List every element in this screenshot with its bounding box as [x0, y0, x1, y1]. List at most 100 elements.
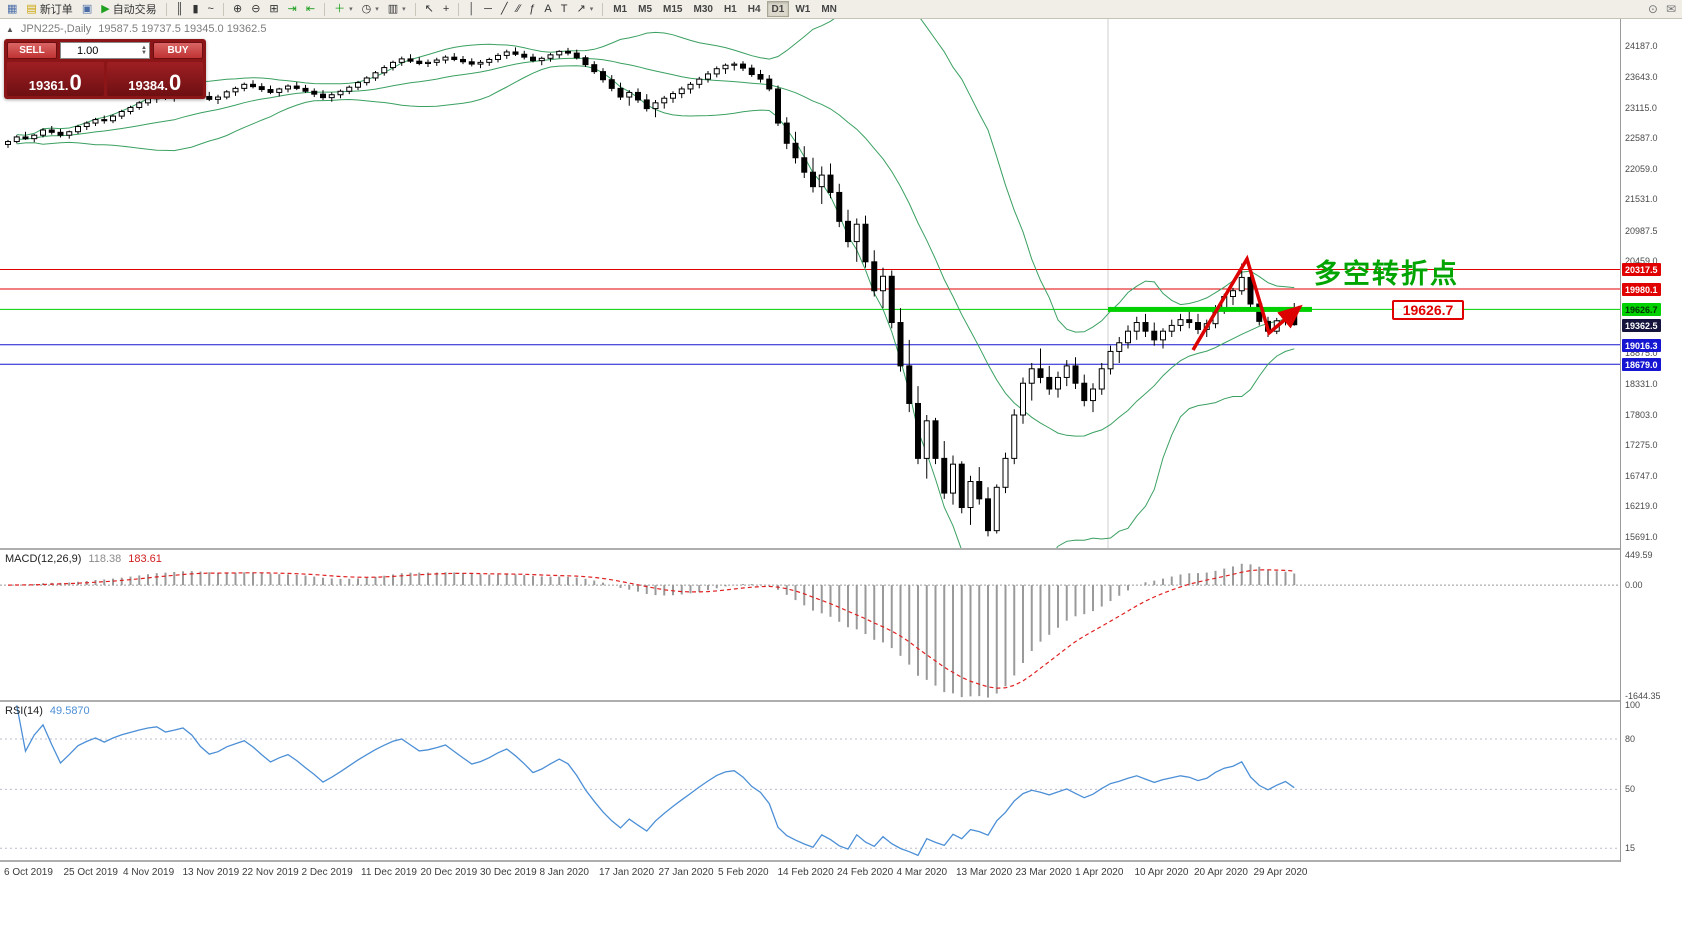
price-scale[interactable]: 24187.0 23643.0 23115.0 22587.0 22059.0 21531… [1620, 19, 1682, 862]
periods-button[interactable]: ◷ ▾ [358, 1, 383, 18]
macd-canvas[interactable] [0, 550, 1620, 700]
rsi-value: 49.5870 [49, 705, 90, 717]
chevron-down-icon: ▾ [375, 6, 379, 13]
arrows-icon: ↗ [576, 2, 586, 15]
bar-chart-icon: ║ [175, 2, 184, 15]
date-label: 24 Feb 2020 [837, 867, 894, 878]
date-label: 27 Jan 2020 [658, 867, 714, 878]
price-line-label: 19362.5 [1622, 318, 1661, 332]
buy-price-big-digit: 0 [169, 70, 182, 96]
symbol-period-label: JPN225-,Daily [20, 23, 92, 35]
support-thick-line[interactable] [1108, 306, 1312, 312]
fibonacci-icon: ƒ [529, 2, 536, 15]
text-button[interactable]: A [540, 1, 555, 18]
date-label: 30 Dec 2019 [480, 867, 537, 878]
zoom-in-icon: ⊕ [232, 2, 243, 15]
timeframe-m15-button[interactable]: M15 [658, 1, 687, 17]
rsi-scale-label: 80 [1625, 733, 1636, 744]
date-label: 11 Dec 2019 [361, 867, 417, 878]
buy-price[interactable]: 19384. 0 [106, 62, 203, 96]
sell-button[interactable]: SELL [7, 42, 57, 59]
date-label: 23 Mar 2020 [1015, 867, 1072, 878]
rsi-canvas[interactable] [0, 702, 1620, 860]
volume-input[interactable]: 1.00 ▲ ▼ [60, 42, 150, 59]
chat-icon[interactable]: ✉ [1665, 2, 1676, 16]
tile-windows-button[interactable]: ⊞ [265, 1, 282, 18]
timeframe-w1-button[interactable]: W1 [790, 1, 815, 17]
price-tick: 18331.0 [1625, 379, 1658, 390]
pane-separator[interactable] [0, 700, 1682, 702]
price-tick: 21531.0 [1625, 194, 1658, 205]
line-chart-button[interactable]: ~ [204, 1, 218, 18]
text-icon: A [544, 2, 552, 15]
toolbar-separator [458, 2, 460, 16]
rsi-scale-label: 50 [1625, 784, 1636, 795]
timeframe-h1-button[interactable]: H1 [719, 1, 742, 17]
templates-button[interactable]: ▥ ▾ [384, 1, 410, 18]
crosshair-button[interactable]: + [439, 1, 453, 18]
indicators-button[interactable]: ＋ ▾ [330, 1, 357, 18]
trend-arrow[interactable] [1191, 254, 1303, 351]
buy-button[interactable]: BUY [153, 42, 203, 59]
autotrading-icon: ▶ [101, 2, 110, 15]
autotrading-button-label: 自动交易 [112, 4, 157, 16]
search-icon[interactable]: ⊙ [1647, 2, 1658, 16]
timeframe-m1-button[interactable]: M1 [608, 1, 632, 17]
turning-point-annotation[interactable]: 多空转折点 [1314, 259, 1459, 289]
crosshair-icon: + [442, 2, 450, 15]
toolbar-separator [324, 2, 326, 16]
new-order-button[interactable]: ▤ 新订单 [22, 1, 76, 18]
price-tick: 20987.5 [1625, 225, 1658, 236]
trendline-button[interactable]: ╱ [497, 1, 512, 18]
zoom-out-button[interactable]: ⊖ [247, 1, 264, 18]
price-level-label[interactable]: 19626.7 [1392, 300, 1464, 320]
vertical-line-button[interactable]: │ [464, 1, 479, 18]
arrows-button[interactable]: ↗ ▾ [572, 1, 597, 18]
metaeditor-button[interactable]: ▣ [78, 1, 96, 18]
date-label: 6 Oct 2019 [4, 867, 53, 878]
text-label-button[interactable]: T [557, 1, 572, 18]
autotrading-button[interactable]: ▶ 自动交易 [97, 1, 160, 18]
date-label: 1 Apr 2020 [1075, 867, 1124, 878]
symbol-info: ▲ JPN225-,Daily 19587.5 19737.5 19345.0 … [6, 23, 266, 35]
auto-scroll-icon: ⇥ [287, 2, 297, 15]
panel-collapse-icon[interactable]: ▲ [6, 24, 14, 34]
main-chart-canvas[interactable] [0, 19, 1620, 548]
sell-price[interactable]: 19361. 0 [7, 62, 104, 96]
pane-separator[interactable] [0, 548, 1682, 550]
zoom-in-button[interactable]: ⊕ [229, 1, 246, 18]
timeframe-d1-button[interactable]: D1 [766, 1, 790, 17]
price-tick: 16219.0 [1625, 501, 1658, 512]
candlestick-chart-button[interactable]: ▮ [188, 1, 202, 18]
toolbar-items: ▦ ▤ 新订单 ▣ ▶ 自动交易 ║ ▮ ~ ⊕ ⊖ ⊞ ⇥ ⇤ ＋ ▾ ◷ ▾ ▥ ▾ ↖ + │ ─ ╱ ∕∕ ƒ A T ↗ ▾ M1 M… [3, 1, 842, 18]
bar-chart-button[interactable]: ║ [172, 1, 188, 18]
volume-spinner: ▲ ▼ [141, 44, 147, 56]
cursor-button[interactable]: ↖ [421, 1, 438, 18]
chart-shift-button[interactable]: ⇤ [302, 1, 319, 18]
pane-separator[interactable] [0, 860, 1682, 862]
horizontal-line-button[interactable]: ─ [480, 1, 496, 18]
chart-window-button[interactable]: ▦ [3, 1, 21, 18]
main-chart-pane: ▲ JPN225-,Daily 19587.5 19737.5 19345.0 … [0, 19, 1620, 548]
fibonacci-button[interactable]: ƒ [525, 1, 539, 18]
timeframe-m5-button[interactable]: M5 [633, 1, 657, 17]
date-label: 20 Dec 2019 [420, 867, 478, 878]
timeframe-h4-button[interactable]: H4 [743, 1, 766, 17]
indicators-icon: ＋ [334, 2, 346, 15]
date-label: 14 Feb 2020 [777, 867, 834, 878]
new-order-button-label: 新订单 [39, 4, 73, 16]
channel-button[interactable]: ∕∕ [513, 1, 525, 18]
date-axis[interactable]: 6 Oct 2019 25 Oct 2019 4 Nov 2019 13 Nov 20… [0, 862, 1682, 886]
text-label-icon: T [560, 2, 568, 15]
price-tick: 16747.0 [1625, 470, 1658, 481]
price-line-label: 19016.3 [1622, 338, 1661, 352]
volume-down-icon[interactable]: ▼ [141, 49, 147, 56]
timeframe-mn-button[interactable]: MN [816, 1, 842, 17]
auto-scroll-button[interactable]: ⇥ [284, 1, 301, 18]
volume-up-icon[interactable]: ▲ [141, 44, 147, 51]
timeframe-m30-button[interactable]: M30 [688, 1, 717, 17]
toolbar: ▦ ▤ 新订单 ▣ ▶ 自动交易 ║ ▮ ~ ⊕ ⊖ ⊞ ⇥ ⇤ ＋ ▾ ◷ ▾ ▥ ▾ ↖ + │ ─ ╱ ∕∕ ƒ A T ↗ ▾ M1 M… [0, 0, 1682, 19]
templates-icon: ▥ [387, 2, 399, 15]
date-label: 4 Nov 2019 [123, 867, 175, 878]
volume-value: 1.00 [77, 44, 99, 57]
